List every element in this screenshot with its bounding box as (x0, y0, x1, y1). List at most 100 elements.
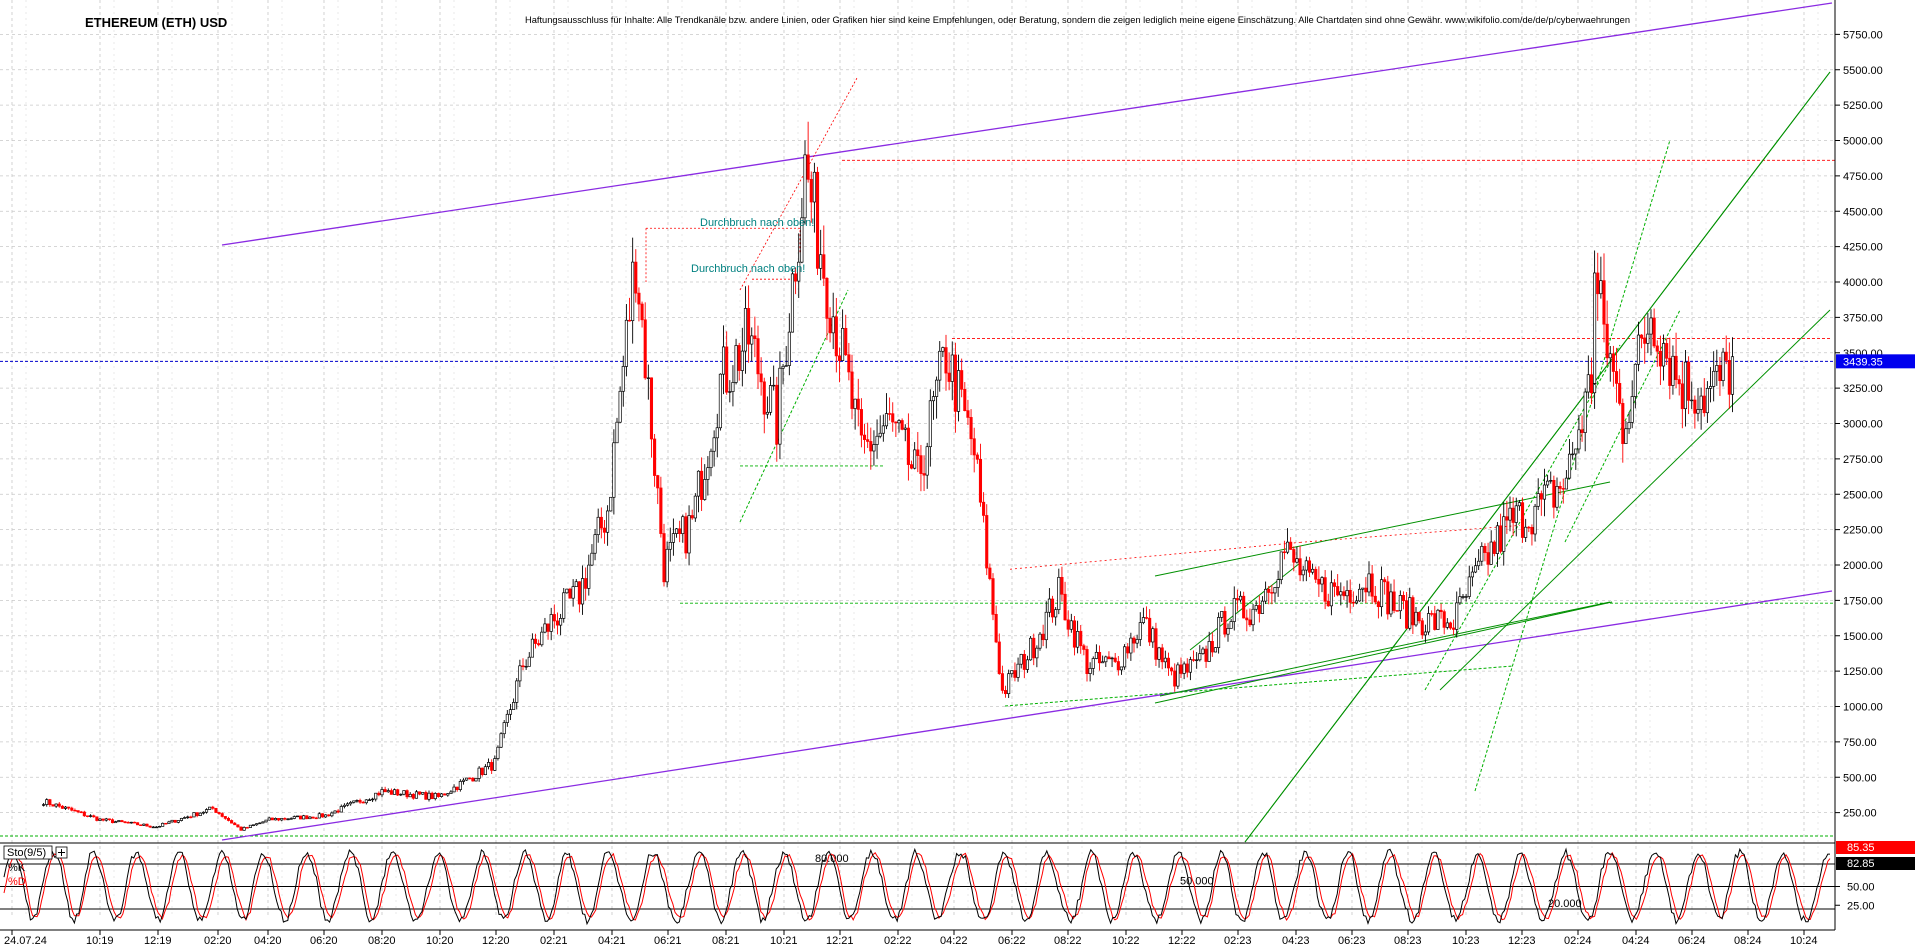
candle-body (543, 623, 547, 633)
candle-body (1618, 383, 1622, 404)
y-tick-label: 2500.00 (1843, 489, 1883, 501)
candle-body (512, 702, 516, 710)
candle-body (712, 437, 716, 452)
candle-body (1614, 371, 1619, 384)
annotation-text: Durchbruch nach oben! (691, 263, 805, 275)
candle-body (302, 815, 306, 820)
x-tick-label: 12:23 (1508, 935, 1536, 947)
candle-body (186, 816, 190, 819)
candle-body (226, 818, 231, 821)
candle-body (1552, 480, 1556, 508)
candle-body (1151, 628, 1155, 643)
candle-body (621, 366, 625, 392)
candle-body (183, 817, 187, 819)
y-tick-label: 250.00 (1843, 808, 1877, 820)
candle-body (1589, 374, 1594, 394)
candle-body (217, 812, 221, 814)
candle-body (1198, 653, 1202, 661)
trendlines (221, 2, 1833, 843)
candle-body (176, 820, 180, 823)
candle-body (60, 805, 64, 809)
candle-body (1157, 647, 1161, 660)
candle-body (1345, 590, 1349, 597)
candle-body (264, 819, 268, 823)
candle-body (82, 811, 86, 817)
stoch-level-label: 80.000 (815, 853, 849, 865)
candle-body (960, 370, 964, 390)
candle-body (101, 818, 105, 821)
candle-body (1135, 639, 1139, 644)
candle-body (1267, 588, 1271, 593)
candle-body (1173, 670, 1177, 687)
candle-body (690, 515, 694, 519)
candle-body (1405, 600, 1409, 629)
candle-body (1232, 598, 1236, 622)
candle-body (1207, 641, 1211, 662)
candle-body (549, 614, 553, 632)
trendline (1154, 601, 1613, 704)
candle-body (897, 420, 901, 424)
candle-body (718, 373, 722, 429)
candle-body (1060, 576, 1064, 595)
candle-body (493, 758, 497, 771)
trendline (739, 289, 849, 523)
y-tick-label: 1750.00 (1843, 595, 1883, 607)
candle-body (743, 308, 748, 352)
candle-body (1066, 619, 1070, 630)
candle-body (891, 413, 895, 423)
candle-body (1464, 596, 1468, 598)
candle-body (1571, 453, 1575, 456)
candle-body (599, 516, 603, 529)
annotations: Durchbruch nach oben! Durchbruch nach obe… (691, 217, 814, 275)
candle-body (277, 818, 281, 821)
candle-body (546, 623, 550, 632)
candle-body (1426, 613, 1431, 633)
candle-body (822, 254, 826, 279)
candle-body (1718, 365, 1722, 381)
candle-body (634, 261, 638, 294)
candle-body (389, 790, 393, 795)
candle-body (1455, 602, 1459, 630)
candle-body (1661, 343, 1666, 367)
x-tick-label: 02:20 (204, 935, 232, 947)
stoch-level-label: 50.000 (1180, 876, 1214, 888)
candle-body (627, 319, 632, 322)
candle-body (715, 427, 719, 439)
candle-body (377, 792, 381, 796)
candle-body (1276, 579, 1280, 588)
candle-body (1458, 596, 1462, 604)
x-tick-label: 06:21 (654, 935, 682, 947)
annotation-text: Durchbruch nach oben! (700, 217, 814, 229)
candle-body (1549, 480, 1553, 482)
candle-body (1389, 591, 1393, 615)
candle-body (455, 786, 459, 790)
x-tick-label: 04:23 (1282, 935, 1310, 947)
y-tick-label: 3000.00 (1843, 419, 1883, 431)
candle-body (700, 470, 704, 500)
candle-body (1057, 576, 1061, 610)
candle-body (1085, 649, 1089, 674)
y-axis: 250.00 500.00 750.00 1000.00 1250.00 1500.00 1… (1834, 0, 1915, 930)
candle-body (580, 578, 585, 605)
candle-body (157, 826, 162, 828)
candle-body (916, 449, 920, 456)
candle-body (251, 824, 256, 826)
candle-body (164, 822, 168, 825)
candle-body (1702, 395, 1706, 414)
candle-body (941, 347, 945, 352)
candle-body (1148, 617, 1152, 643)
candle-body (1113, 657, 1117, 662)
candle-body (991, 578, 995, 615)
candle-body (1188, 659, 1192, 673)
candle-body (1658, 350, 1662, 367)
candle-body (418, 791, 422, 795)
candle-body (245, 827, 249, 829)
candle-body (374, 792, 378, 800)
trendline (221, 2, 1833, 246)
candle-body (866, 439, 870, 442)
stoch-label-box (3, 845, 53, 860)
candle-body (596, 516, 600, 536)
candle-body (220, 813, 224, 817)
candle-body (1395, 610, 1399, 612)
candle-body (57, 803, 61, 807)
